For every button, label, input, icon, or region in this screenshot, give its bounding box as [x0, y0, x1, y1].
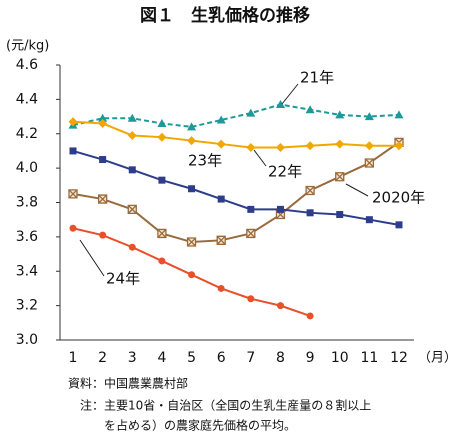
- marker: [276, 205, 284, 213]
- marker: [394, 141, 404, 151]
- line: [72, 103, 400, 128]
- note: を占める）の農家庭先価格の平均。: [104, 418, 296, 433]
- marker: [97, 194, 108, 204]
- y-tick-label: 4.2: [16, 126, 38, 142]
- marker: [395, 221, 403, 229]
- marker: [335, 110, 345, 119]
- marker: [98, 118, 108, 128]
- chart-title: 図１ 生乳価格の推移: [140, 5, 310, 26]
- marker: [68, 117, 78, 127]
- marker: [216, 139, 226, 149]
- series-label: 21年: [300, 69, 334, 87]
- marker: [364, 112, 374, 121]
- marker: [394, 110, 404, 119]
- marker: [275, 100, 285, 109]
- marker: [246, 108, 256, 117]
- leader-line: [79, 239, 105, 277]
- marker: [158, 176, 166, 184]
- note: 注：主要10省・自治区（全国の生乳生産量の８割以上: [80, 398, 371, 413]
- marker: [187, 136, 197, 146]
- line: [72, 141, 400, 244]
- x-tick-label: 7: [246, 350, 255, 366]
- marker: [157, 228, 167, 239]
- marker: [217, 284, 225, 292]
- marker: [364, 141, 374, 151]
- line: [72, 120, 399, 149]
- series-label: 23年: [188, 152, 222, 170]
- marker: [188, 271, 196, 279]
- x-tick-label: 12: [390, 350, 408, 366]
- marker: [69, 224, 77, 232]
- x-tick-label: 6: [217, 350, 226, 366]
- line: [72, 149, 400, 226]
- marker: [335, 172, 345, 182]
- marker: [157, 118, 167, 127]
- y-tick-label: 4.4: [16, 91, 38, 107]
- marker: [188, 185, 196, 193]
- marker: [128, 243, 136, 251]
- marker: [364, 158, 375, 168]
- marker: [246, 228, 256, 239]
- marker: [306, 312, 314, 320]
- series-label: 22年: [268, 163, 302, 181]
- marker: [99, 156, 107, 164]
- y-tick-label: 3.8: [16, 195, 38, 211]
- marker: [305, 185, 315, 196]
- marker: [365, 216, 373, 224]
- marker: [336, 211, 344, 219]
- series-label: 2020年: [372, 189, 425, 207]
- marker: [276, 302, 284, 310]
- marker: [187, 122, 197, 131]
- x-axis-label: （月）: [418, 351, 450, 366]
- marker: [127, 130, 137, 140]
- marker: [68, 189, 78, 199]
- marker: [127, 204, 137, 215]
- marker: [216, 115, 226, 124]
- x-tick-label: 4: [157, 350, 166, 366]
- x-tick-label: 9: [306, 350, 315, 366]
- marker: [157, 132, 167, 142]
- x-tick-label: 5: [187, 350, 196, 366]
- leader-line: [281, 83, 299, 105]
- marker: [158, 257, 166, 265]
- y-tick-label: 3.4: [16, 263, 38, 279]
- x-tick-label: 10: [331, 350, 349, 366]
- marker: [247, 205, 255, 213]
- marker: [335, 139, 345, 149]
- marker: [247, 295, 255, 303]
- y-tick-label: 3.6: [16, 229, 38, 245]
- leader-line: [253, 149, 267, 167]
- marker: [128, 166, 136, 174]
- x-tick-label: 1: [69, 350, 78, 366]
- x-tick-label: 2: [98, 350, 107, 366]
- marker: [127, 113, 137, 122]
- series-label: 24年: [106, 270, 140, 288]
- x-tick-label: 8: [276, 350, 285, 366]
- y-tick-label: 4.0: [16, 160, 38, 176]
- marker: [246, 143, 256, 152]
- y-tick-label: 3.2: [16, 298, 38, 314]
- y-axis-label: (元/kg): [6, 39, 49, 54]
- y-tick-label: 4.6: [16, 57, 38, 73]
- marker: [186, 237, 197, 247]
- marker: [216, 235, 226, 245]
- marker: [99, 231, 107, 239]
- marker: [306, 209, 314, 217]
- marker: [69, 147, 77, 155]
- marker: [98, 113, 108, 122]
- marker: [305, 141, 315, 151]
- x-tick-label: 11: [360, 350, 378, 366]
- leader-line: [345, 183, 369, 197]
- y-tick-label: 3.0: [16, 332, 38, 348]
- x-tick-label: 3: [128, 350, 137, 366]
- marker: [275, 143, 285, 152]
- marker: [217, 195, 225, 203]
- source: 資料：中国農業農村部: [68, 376, 188, 391]
- marker: [305, 105, 315, 114]
